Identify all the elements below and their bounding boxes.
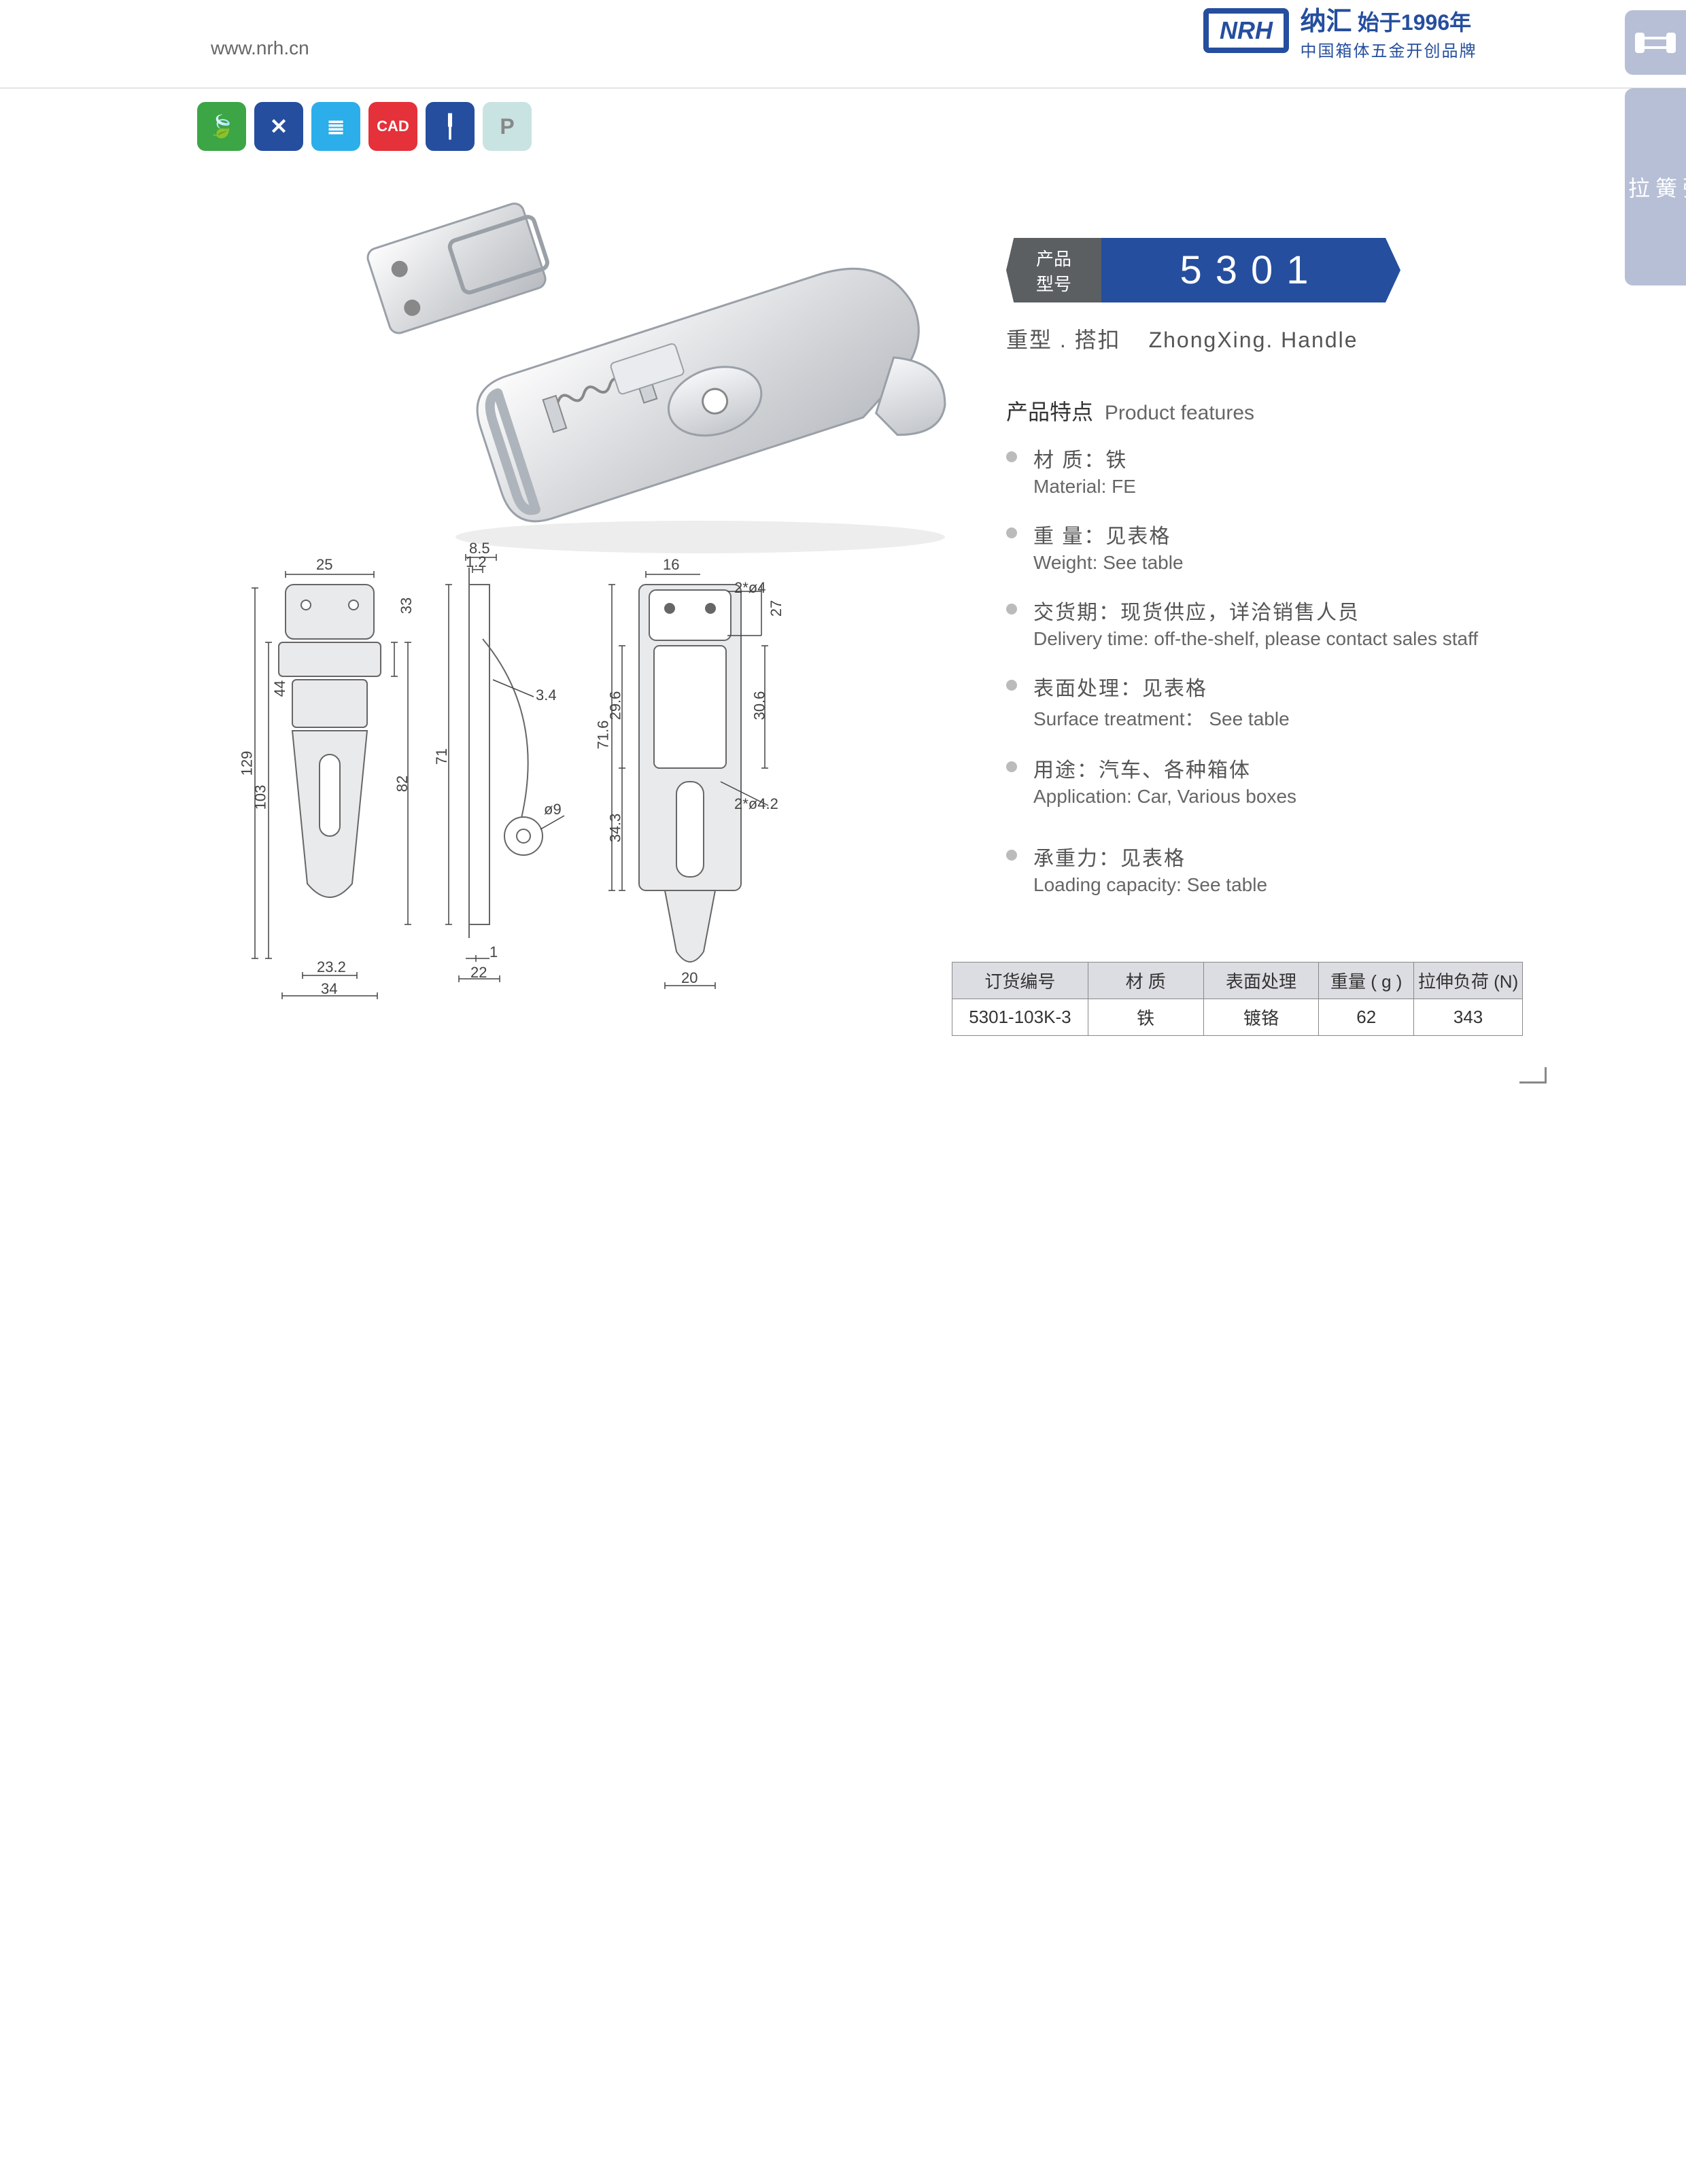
spring-icon[interactable]: ≣ [311,102,360,151]
dim-1-2: 1.2 [466,553,487,571]
feature-cn: 用途：汽车、各种箱体 [1033,753,1536,783]
dim-20: 20 [681,969,698,987]
logo-since: 始于1996年 [1358,10,1471,35]
td-code: 5301-103K-3 [952,999,1088,1036]
p-icon[interactable]: P [483,102,532,151]
logo-text: 纳汇 始于1996年 中国箱体五金开创品牌 [1300,0,1477,61]
dim-30-6: 30.6 [751,691,768,721]
feature-en: Weight: See table [1033,552,1536,574]
feature-cn: 重 量：见表格 [1033,519,1536,549]
dim-2x4-2: 2*ø4.2 [734,795,778,813]
td-weight: 62 [1319,999,1414,1036]
features-title: 产品特点 Product features [1006,395,1536,426]
dim-3-4: 3.4 [536,687,557,704]
td-surface: 镀铬 [1203,999,1319,1036]
dim-44: 44 [271,680,289,697]
feature-item: 承重力：见表格 Loading capacity: See table [1006,842,1536,896]
dim-25: 25 [316,556,332,574]
feature-item: 交货期：现货供应，详洽销售人员 Delivery time: off-the-s… [1006,595,1536,650]
badge-label-bot: 型号 [1036,271,1071,296]
side-tab-label[interactable]: 弹 簧 拉 手 [1625,88,1686,285]
feature-item: 用途：汽车、各种箱体 Application: Car, Various box… [1006,753,1536,808]
model-number: 5301 [1101,238,1400,302]
feature-en: Delivery time: off-the-shelf, please con… [1033,628,1536,650]
dim-82: 82 [394,776,411,792]
dim-2x4: 2*ø4 [734,579,765,597]
features-title-en: Product features [1105,402,1254,424]
technical-diagram: 25 8.5 1.2 16 2*ø4 33 27 129 103 44 82 7… [197,544,945,1020]
model-badge: 产品 型号 5301 [1006,238,1536,302]
eco-icon[interactable]: 🍃 [197,102,246,151]
logo-area: NRH 纳汇 始于1996年 中国箱体五金开创品牌 [1203,0,1547,61]
category-line: 重型 . 搭扣 ZhongXing. Handle [1006,323,1536,354]
feature-en: Loading capacity: See table [1033,874,1536,896]
right-column: 产品 型号 5301 重型 . 搭扣 ZhongXing. Handle 产品特… [1006,238,1536,918]
side-char-3: 拉 [1628,171,1655,203]
feature-en: Material: FE [1033,476,1536,498]
spec-table: 订货编号 材 质 表面处理 重量 ( g ) 拉伸负荷 (N) 5301-103… [952,962,1523,1036]
th-load: 拉伸负荷 (N) [1414,963,1523,999]
th-surface: 表面处理 [1203,963,1319,999]
dim-29-6: 29.6 [606,691,624,721]
product-image [320,184,965,564]
screw-icon[interactable]: ╿ [426,102,475,151]
dim-d9: ø9 [544,801,562,818]
category-en: ZhongXing. Handle [1149,328,1358,352]
dim-16: 16 [663,556,679,574]
feature-item: 材 质：铁 Material: FE [1006,443,1536,498]
dim-103: 103 [252,785,269,810]
feature-item: 表面处理：见表格 Surface treatment： See table [1006,672,1536,731]
dim-22: 22 [470,964,487,982]
badge-label-top: 产品 [1036,245,1071,271]
feature-cn: 材 质：铁 [1033,443,1536,473]
th-code: 订货编号 [952,963,1088,999]
category-cn: 重型 . 搭扣 [1006,328,1121,352]
logo-abbr: NRH [1203,8,1289,53]
th-weight: 重量 ( g ) [1319,963,1414,999]
features-list: 材 质：铁 Material: FE 重 量：见表格 Weight: See t… [1006,443,1536,896]
dim-71: 71 [433,748,451,765]
tools-icon[interactable]: ✕ [254,102,303,151]
site-url: www.nrh.cn [211,37,309,59]
icon-row: 🍃 ✕ ≣ CAD ╿ P [197,102,532,151]
badge-label: 产品 型号 [1006,238,1101,302]
side-char-2: 簧 [1655,171,1683,203]
features-title-cn: 产品特点 [1006,400,1093,424]
td-load: 343 [1414,999,1523,1036]
logo-sub: 中国箱体五金开创品牌 [1300,42,1477,60]
feature-en: Surface treatment： See table [1033,704,1536,731]
side-char-4: 手 [1601,171,1628,203]
feature-en: Application: Car, Various boxes [1033,786,1536,808]
side-char-1: 弹 [1683,171,1686,203]
side-tab-icon[interactable] [1625,10,1686,75]
logo-cn: 纳汇 [1300,7,1352,36]
dim-27: 27 [768,600,785,617]
dim-129: 129 [238,751,256,776]
th-material: 材 质 [1088,963,1203,999]
table-row: 5301-103K-3 铁 镀铬 62 343 [952,999,1523,1036]
corner-mark [1519,1067,1547,1084]
dim-34-3: 34.3 [606,814,624,843]
dim-71-6: 71.6 [594,721,612,750]
top-bar: www.nrh.cn NRH 纳汇 始于1996年 中国箱体五金开创品牌 [0,0,1686,88]
feature-item: 重 量：见表格 Weight: See table [1006,519,1536,574]
dim-1: 1 [489,943,498,961]
td-material: 铁 [1088,999,1203,1036]
cad-icon[interactable]: CAD [368,102,417,151]
dim-33: 33 [398,597,415,614]
feature-cn: 承重力：见表格 [1033,842,1536,871]
feature-cn: 交货期：现货供应，详洽销售人员 [1033,595,1536,625]
feature-cn: 表面处理：见表格 [1033,672,1536,701]
latch-icon [1635,26,1676,60]
dim-34: 34 [321,980,337,998]
table-header-row: 订货编号 材 质 表面处理 重量 ( g ) 拉伸负荷 (N) [952,963,1523,999]
dim-23-2: 23.2 [317,958,346,976]
